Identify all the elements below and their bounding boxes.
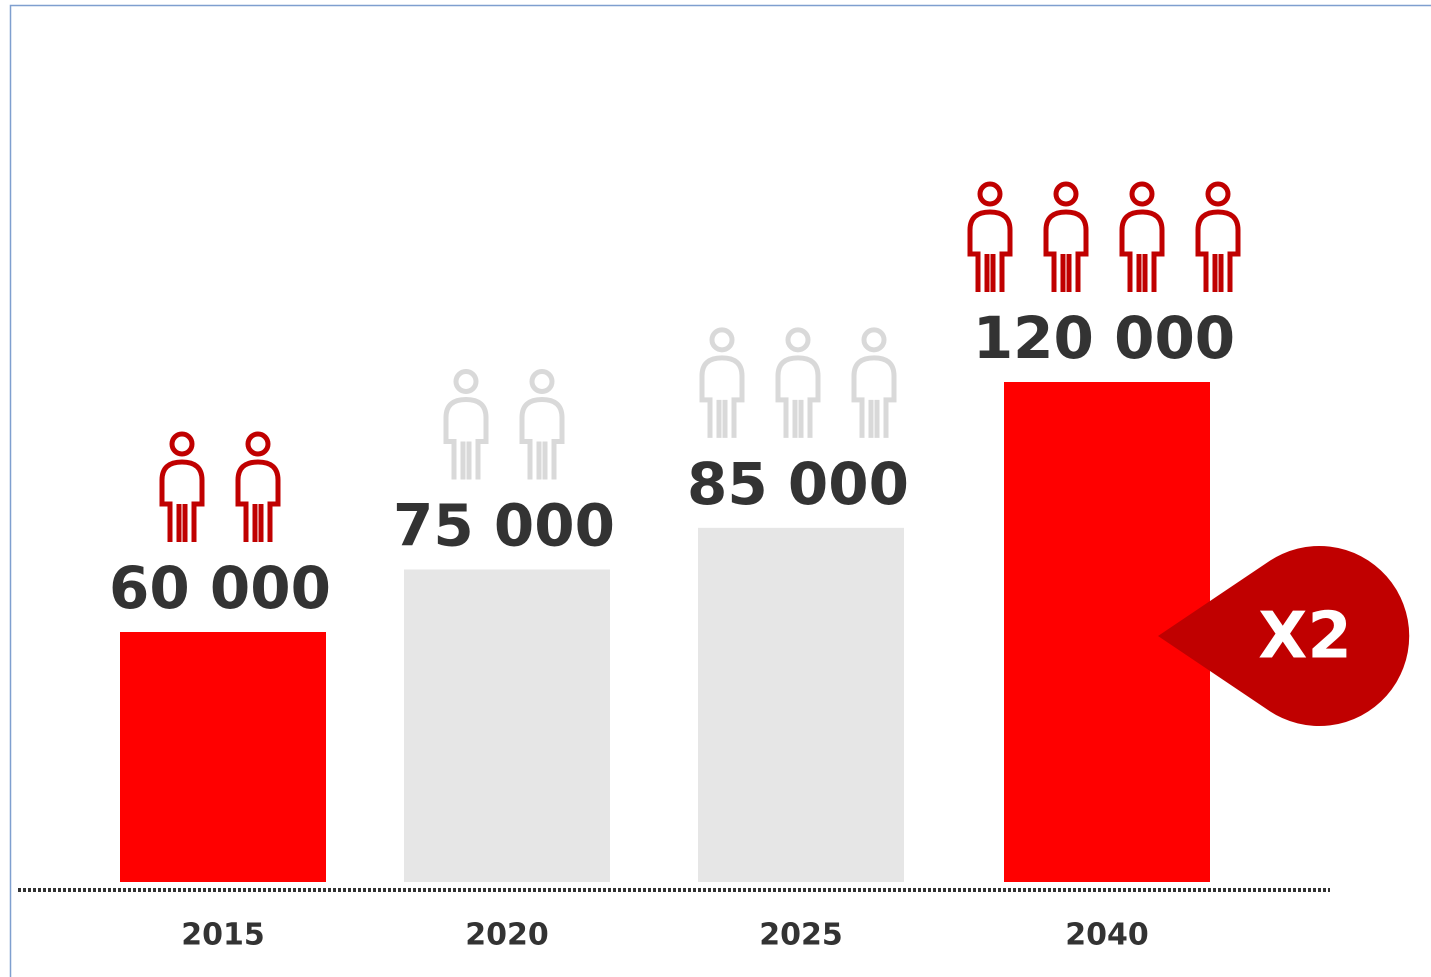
person-icon (159, 431, 205, 542)
person-body (1043, 209, 1089, 292)
person-icon (775, 327, 821, 438)
person-head (169, 431, 195, 457)
person-head (529, 369, 555, 394)
person-head (709, 327, 735, 353)
value-label: 85 000 (687, 450, 909, 518)
person-icon (1043, 181, 1089, 292)
person-body (1195, 209, 1241, 292)
person-head (977, 181, 1003, 207)
x-tick-label: 2025 (759, 918, 843, 953)
x-tick-label: 2020 (465, 918, 549, 953)
person-icon (699, 327, 745, 438)
person-head (245, 431, 271, 457)
person-body (235, 459, 281, 542)
person-body (775, 355, 821, 438)
person-head (785, 327, 811, 353)
person-icon (1195, 181, 1241, 292)
person-icon (443, 369, 489, 480)
person-head (453, 369, 479, 394)
person-icon (967, 181, 1013, 292)
x-tick-label: 2015 (181, 918, 265, 953)
person-icon (235, 431, 281, 542)
person-body (519, 396, 565, 480)
person-body (851, 355, 897, 438)
person-head (861, 327, 887, 353)
person-body (699, 355, 745, 438)
person-icon (851, 327, 897, 438)
value-label: 120 000 (973, 304, 1235, 372)
person-head (1053, 181, 1079, 207)
annotation: X2 (1258, 600, 1352, 674)
person-icon (519, 369, 565, 480)
annotation-badge (1158, 546, 1410, 726)
person-head (1205, 181, 1231, 207)
bar (120, 632, 326, 882)
frame (9, 4, 1431, 977)
bar (698, 527, 904, 882)
person-body (443, 396, 489, 480)
person-body (159, 459, 205, 542)
person-body (967, 209, 1013, 292)
bar (404, 569, 610, 882)
person-icon (1119, 181, 1165, 292)
person-head (1129, 181, 1155, 207)
value-label: 60 000 (109, 554, 331, 622)
person-body (1119, 209, 1165, 292)
x-tick-label: 2040 (1065, 918, 1149, 953)
value-label: 75 000 (393, 492, 615, 560)
